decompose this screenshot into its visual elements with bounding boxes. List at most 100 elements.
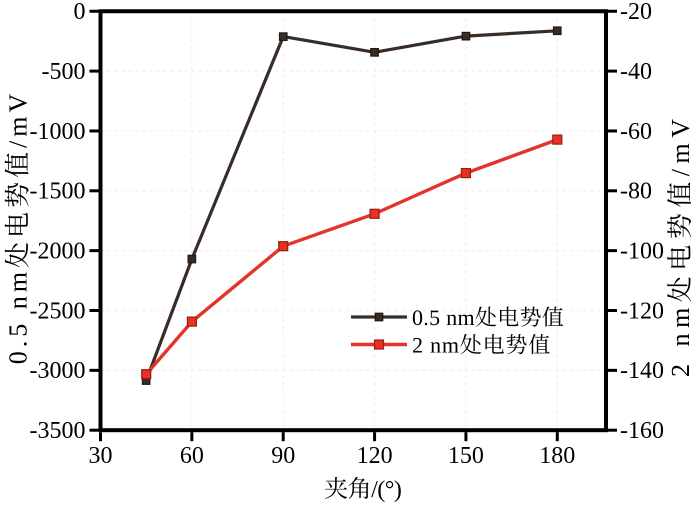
y-axis-left-tick-label: 0 (74, 0, 86, 25)
x-axis-tick-label: 30 (89, 443, 113, 469)
series-marker-2 (552, 134, 563, 145)
glyph (371, 481, 378, 498)
glyph (4, 212, 28, 235)
glyph (14, 116, 27, 137)
y-axis-right-tick-label: -100 (620, 238, 664, 264)
series-marker-2 (186, 316, 197, 327)
glyph (542, 306, 564, 327)
y-axis-right-tick-label: -120 (620, 298, 664, 324)
glyph (430, 310, 440, 326)
series-marker-2 (460, 168, 471, 179)
glyph (528, 334, 550, 355)
legend-label-glyphs (412, 333, 550, 355)
glyph (500, 306, 519, 327)
y-axis-left-tick-label: -2000 (30, 238, 86, 264)
legend-sample-marker-1 (374, 312, 384, 322)
y-axis-right-tick-label: -140 (620, 358, 664, 384)
glyph (23, 342, 27, 346)
glyph (424, 322, 428, 326)
x-axis-tick-label: 90 (271, 443, 295, 469)
glyph (394, 480, 401, 503)
series-marker-2 (141, 369, 152, 380)
legend-label-glyphs (412, 306, 564, 327)
data-series (141, 26, 563, 385)
glyph (9, 324, 27, 336)
glyph (676, 143, 689, 163)
glyph (457, 314, 475, 325)
glyph (667, 245, 691, 268)
x-axis-tick-label: 150 (448, 443, 484, 469)
legend-label-series2-text: 2 nm处电势值 (412, 332, 557, 359)
legend-label-series2 (412, 333, 550, 355)
glyph (9, 94, 27, 113)
tick-labels: 30 60 90 120 150 180 0 -500 -1000 -1500 -2000 -2500… (30, 0, 665, 469)
glyph (9, 352, 27, 364)
glyph (667, 277, 692, 302)
series-line-1 (144, 29, 558, 382)
series-marker-1 (187, 254, 197, 264)
series-marker-1 (461, 31, 471, 41)
x-axis-tick-label: 180 (539, 443, 575, 469)
glyph (4, 242, 29, 268)
y-axis-left-tick-label: -1500 (30, 179, 86, 205)
glyph (520, 306, 541, 327)
glyph (348, 476, 369, 499)
glyph (378, 480, 385, 503)
y-axis-left-tick-label: -500 (42, 59, 86, 85)
y-axis-title-left-text: 0.5 nm处电势值/mV (0, 126, 23, 332)
glyph (9, 140, 27, 148)
glyph (412, 337, 422, 353)
x-axis-title (325, 476, 401, 503)
glyph (667, 214, 692, 238)
glyph (475, 306, 497, 327)
series-marker-1 (552, 26, 562, 36)
glyph (385, 481, 394, 489)
x-axis-title-glyphs (325, 476, 401, 503)
glyph (14, 272, 27, 292)
y-axis-left-tick-label: -3500 (30, 418, 86, 444)
glyph (676, 308, 689, 328)
series-marker-2 (369, 208, 380, 219)
legend: 0.5 nm处电势值 2 nm处电势值 (351, 304, 575, 359)
glyph (460, 334, 482, 355)
glyph (4, 183, 29, 207)
glyph (4, 152, 29, 178)
y-axis-title-right-glyphs (667, 119, 692, 376)
glyph (14, 296, 27, 309)
plot-frame (98, 9, 608, 433)
axes (89, 9, 617, 442)
y-axis-right-tick-label: -80 (620, 179, 652, 205)
y-axis-title-left (4, 94, 29, 364)
x-axis-title-text: 夹角/(°) (323, 476, 403, 503)
glyph (671, 119, 690, 138)
grid-lines (100, 11, 606, 431)
y-axis-left-tick-label: -2500 (30, 298, 86, 324)
y-axis-right-tick-label: -160 (620, 418, 664, 444)
y-axis-title-right-text: 2 nm处电势值/mV (658, 154, 685, 342)
series-line-2 (144, 138, 558, 376)
glyph (506, 334, 527, 355)
glyph (671, 169, 690, 177)
series-marker-2 (278, 241, 289, 252)
glyph (676, 333, 689, 346)
y-axis-right-tick-label: -40 (620, 59, 652, 85)
y-axis-right-tick-label: -20 (620, 0, 652, 25)
glyph (671, 365, 689, 376)
y-axis-title-left-glyphs (4, 94, 29, 364)
legend-line-samples (351, 312, 407, 350)
x-axis-tick-label: 60 (180, 443, 204, 469)
glyph (412, 310, 423, 326)
legend-label-series1-text: 0.5 nm处电势值 (412, 304, 575, 331)
glyph (485, 333, 504, 354)
glyph (446, 314, 457, 325)
series-marker-1 (370, 47, 379, 57)
legend-label-series1 (412, 306, 564, 327)
glyph (430, 342, 441, 353)
glyph (442, 342, 459, 353)
glyph (325, 476, 348, 499)
y-axis-left-tick-label: -1000 (30, 119, 86, 145)
x-axis-tick-label: 120 (357, 443, 393, 469)
y-axis-right-tick-label: -60 (620, 119, 652, 145)
y-axis-title-right (667, 119, 692, 376)
